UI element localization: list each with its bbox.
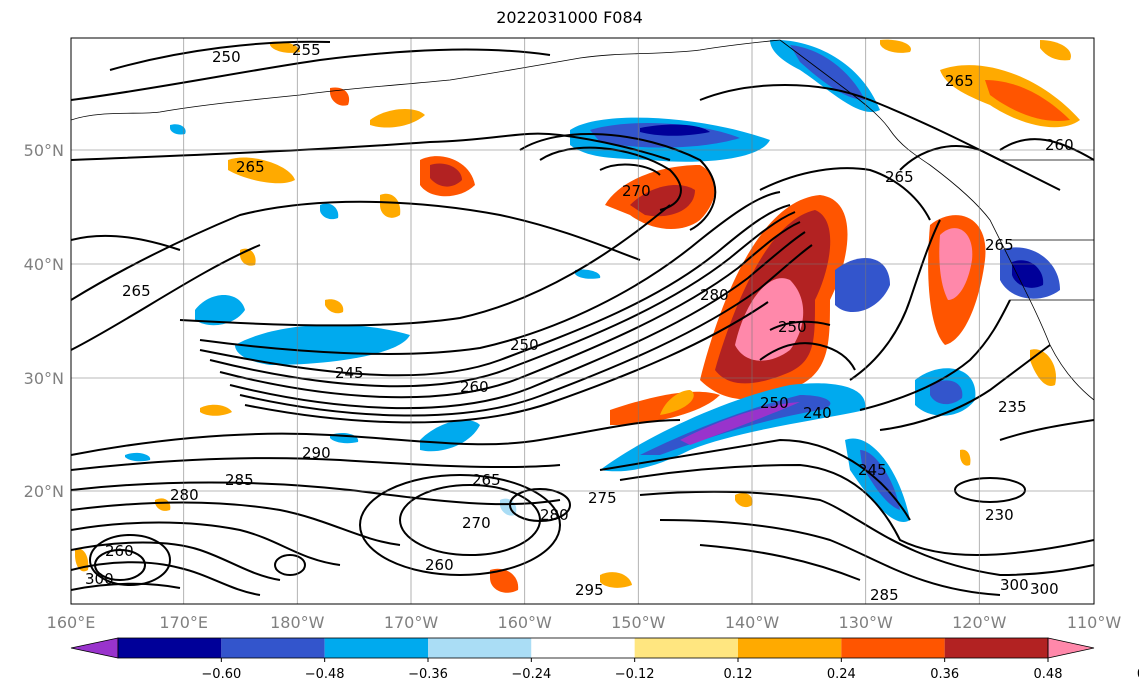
contour-label: 250: [212, 48, 241, 66]
contour-label: 295: [575, 581, 604, 599]
colorbar-tick-label: 0.48: [1034, 667, 1063, 682]
contour-label: 250: [760, 394, 789, 412]
contour-label: 250: [510, 336, 539, 354]
colorbar-segment: [634, 638, 738, 658]
lat-axis: 50°N 40°N 30°N 20°N: [24, 141, 64, 501]
lon-tick-label: 140°W: [725, 613, 780, 632]
contour-label: 280: [170, 486, 199, 504]
lat-tick-label: 20°N: [24, 482, 64, 501]
lon-tick-label: 110°W: [1067, 613, 1122, 632]
colorbar-tick-label: 0.24: [827, 667, 856, 682]
colorbar-segment: [841, 638, 945, 658]
contour-label: 275: [588, 489, 617, 507]
lon-tick-label: 120°W: [952, 613, 1007, 632]
contour-label: 280: [700, 286, 729, 304]
plot-title: 2022031000 F084: [496, 8, 643, 27]
contour-label: 245: [335, 364, 364, 382]
contour-label: 265: [985, 236, 1014, 254]
lon-tick-label: 170°E: [159, 613, 208, 632]
colorbar-tick-label: 0.60: [1137, 667, 1139, 682]
colorbar: −0.60 −0.48 −0.36 −0.24 −0.12 0.12 0.24 0.36 0.4…: [70, 637, 1139, 682]
contour-label: 270: [462, 514, 491, 532]
colorbar-segment: [324, 638, 428, 658]
coastlines: [71, 39, 1094, 401]
contour-label: 230: [985, 506, 1014, 524]
contour-label: 265: [236, 158, 265, 176]
lon-tick-label: 180°W: [270, 613, 325, 632]
colorbar-frame: [117, 637, 1049, 659]
colorbar-segment: [221, 638, 325, 658]
map-area: 250 255 265 265 270 265 260 280 250 250 …: [71, 38, 1094, 604]
colorbar-extend-high: [1047, 637, 1095, 659]
lon-tick-label: 170°W: [384, 613, 439, 632]
contour-label: 260: [1045, 136, 1074, 154]
lon-tick-label: 160°E: [47, 613, 96, 632]
lon-tick-label: 130°W: [839, 613, 894, 632]
contour-label: 245: [858, 461, 887, 479]
colorbar-extend-low: [70, 637, 119, 659]
colorbar-segment: [118, 638, 222, 658]
colorbar-tick-label: −0.24: [511, 667, 551, 682]
contour-label: 265: [472, 471, 501, 489]
contour-label: 300: [85, 570, 114, 588]
contour-label: 300: [1000, 576, 1029, 594]
colorbar-segment: [428, 638, 532, 658]
height-contours: [71, 40, 1094, 596]
graticule: [71, 38, 1094, 604]
contour-label: 265: [885, 168, 914, 186]
contour-label: 265: [945, 72, 974, 90]
lon-tick-label: 150°W: [611, 613, 666, 632]
contour-labels: 250 255 265 265 270 265 260 280 250 250 …: [85, 41, 1074, 604]
lon-tick-label: 160°W: [498, 613, 553, 632]
contour-label: 280: [540, 506, 569, 524]
colorbar-tick-label: −0.36: [408, 667, 448, 682]
lat-tick-label: 30°N: [24, 369, 64, 388]
contour-label: 240: [803, 404, 832, 422]
contour-label: 265: [122, 282, 151, 300]
contour-label: 235: [998, 398, 1027, 416]
colorbar-segment: [531, 638, 635, 658]
contour-label: 270: [622, 182, 651, 200]
contour-label: 285: [225, 471, 254, 489]
contour-label: 285: [870, 586, 899, 604]
contour-label: 300: [1030, 580, 1059, 598]
colorbar-tick-label: 0.36: [930, 667, 959, 682]
contour-label: 290: [302, 444, 331, 462]
map-frame: [70, 37, 1095, 605]
lat-tick-label: 40°N: [24, 255, 64, 274]
colorbar-tick-label: −0.60: [201, 667, 241, 682]
lon-axis: 160°E 170°E 180°W 170°W 160°W 150°W 140°…: [47, 613, 1122, 632]
contour-label: 260: [425, 556, 454, 574]
colorbar-tick-label: 0.12: [724, 667, 753, 682]
colorbar-tick-label: −0.48: [305, 667, 345, 682]
lat-tick-label: 50°N: [24, 141, 64, 160]
colorbar-segment: [738, 638, 842, 658]
colorbar-segment: [944, 638, 1048, 658]
contour-label: 260: [460, 378, 489, 396]
colorbar-tick-label: −0.12: [615, 667, 655, 682]
contour-label: 250: [778, 318, 807, 336]
contour-label: 260: [105, 542, 134, 560]
contour-label: 255: [292, 41, 321, 59]
